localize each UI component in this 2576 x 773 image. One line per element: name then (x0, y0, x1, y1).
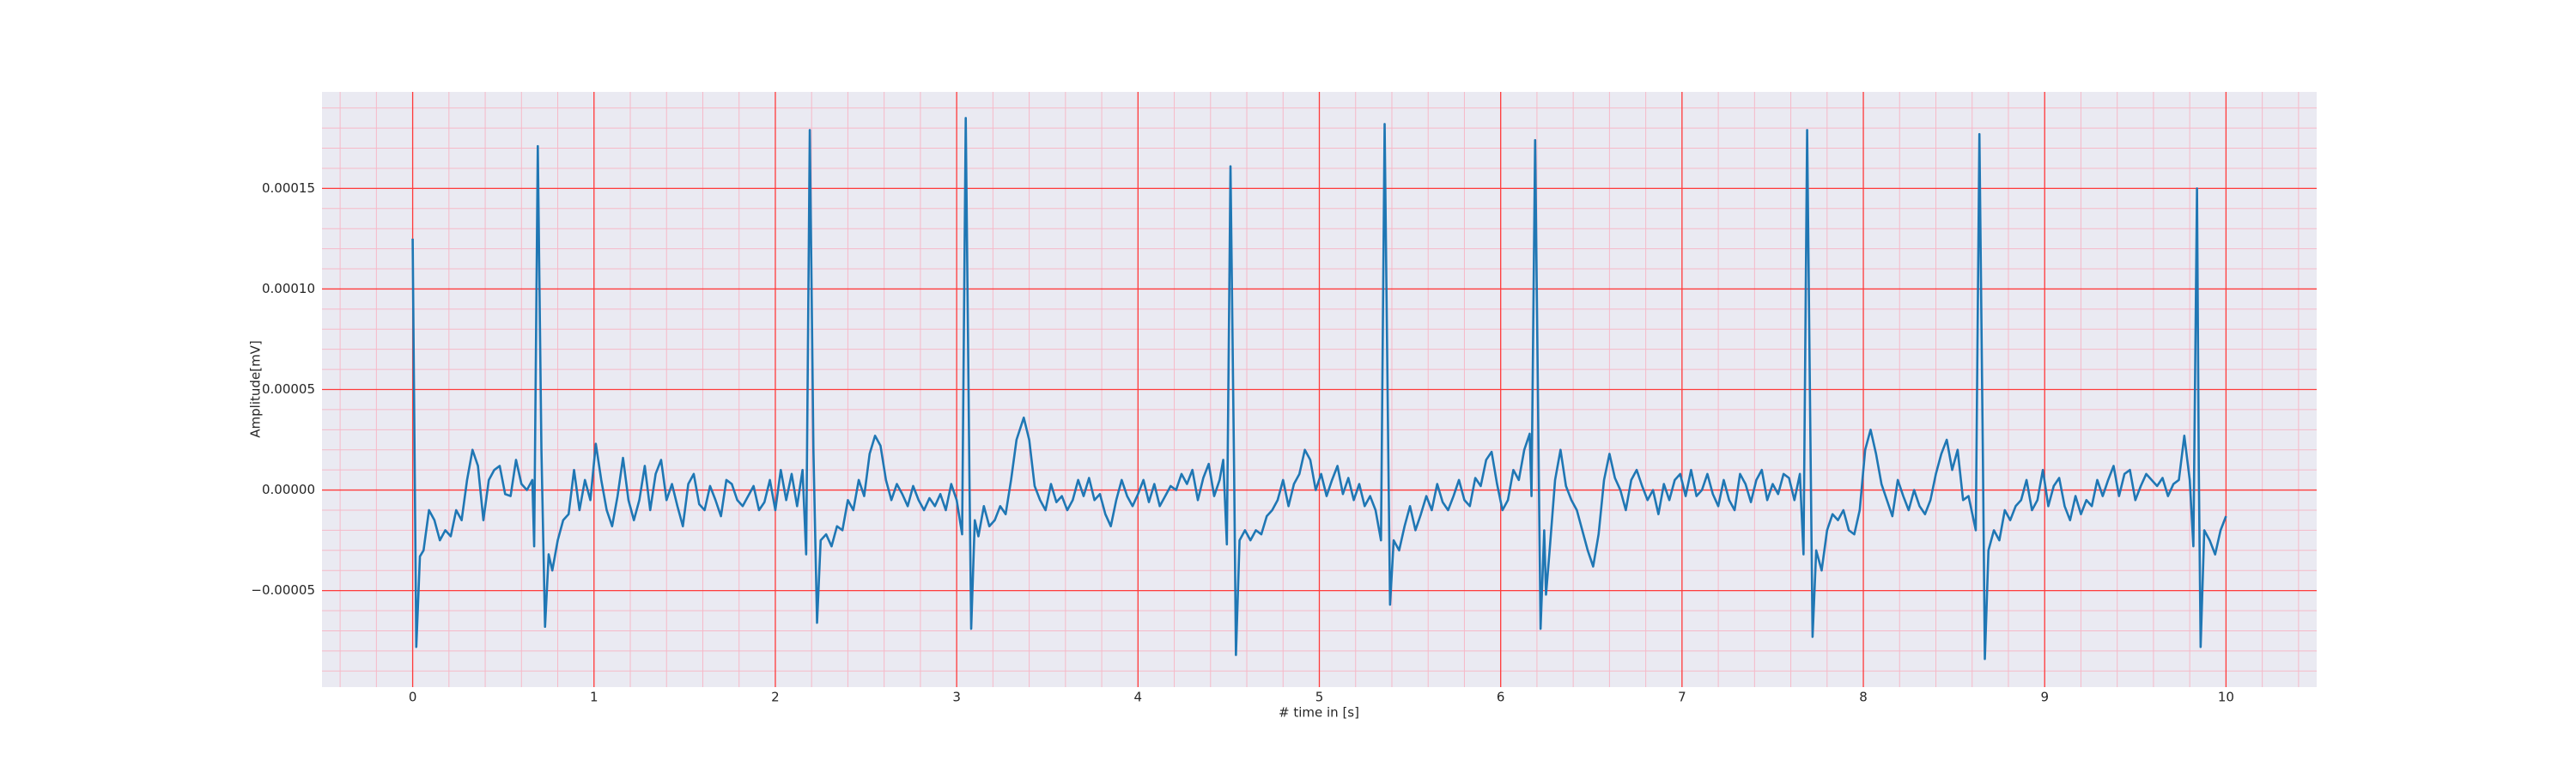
y-tick-label: 0.00005 (262, 381, 315, 397)
x-axis-label: # time in [s] (1279, 705, 1359, 721)
x-tick-label: 8 (1859, 690, 1868, 705)
x-tick-label: 0 (409, 690, 417, 705)
x-tick-label: 10 (2218, 690, 2234, 705)
x-tick-label: 4 (1134, 690, 1143, 705)
x-tick-label: 7 (1678, 690, 1686, 705)
y-tick-label: 0.00000 (262, 482, 315, 497)
x-tick-label: 1 (590, 690, 598, 705)
y-tick-label: 0.00015 (262, 180, 315, 196)
x-tick-label: 5 (1315, 690, 1324, 705)
y-tick-label: 0.00010 (262, 281, 315, 296)
x-tick-label: 2 (771, 690, 780, 705)
y-axis-label: Amplitude[mV] (248, 340, 264, 437)
x-tick-label: 9 (2040, 690, 2049, 705)
signal-line (411, 117, 2227, 660)
x-tick-label: 6 (1497, 690, 1505, 705)
x-tick-label: 3 (952, 690, 961, 705)
y-tick-label: −0.00005 (251, 582, 315, 598)
